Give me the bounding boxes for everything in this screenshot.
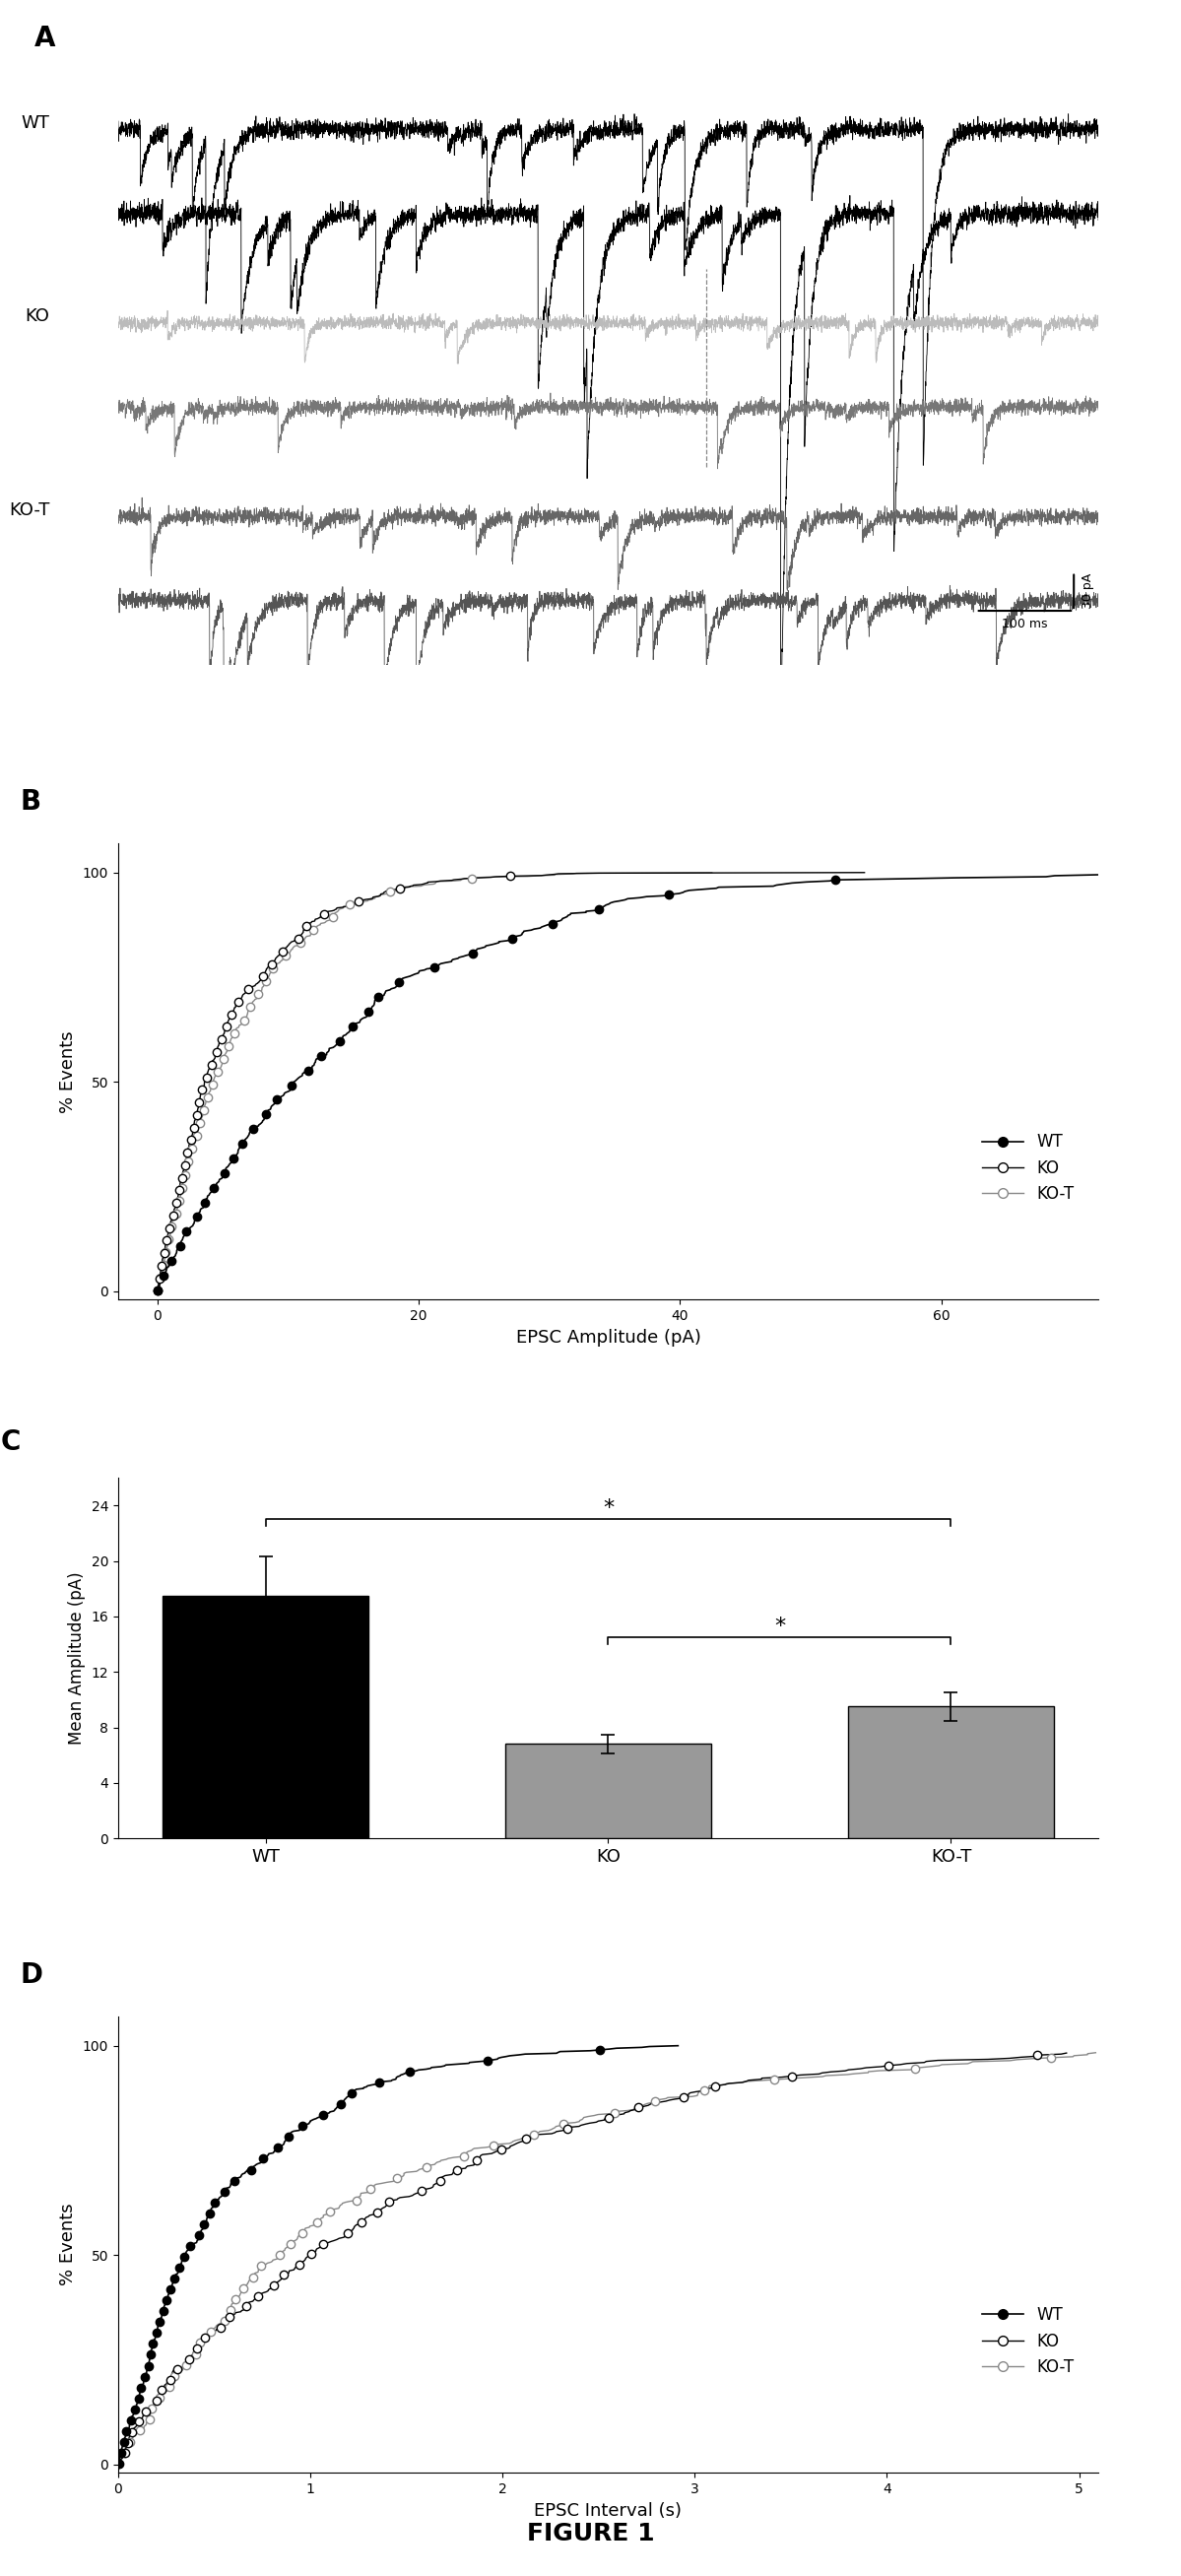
Text: *: * bbox=[774, 1615, 785, 1636]
Text: D: D bbox=[20, 1960, 43, 1989]
Legend: WT, KO, KO-T: WT, KO, KO-T bbox=[976, 2300, 1081, 2383]
Text: WT: WT bbox=[21, 113, 50, 131]
Legend: WT, KO, KO-T: WT, KO, KO-T bbox=[976, 1126, 1081, 1208]
X-axis label: EPSC Amplitude (pA): EPSC Amplitude (pA) bbox=[516, 1329, 700, 1347]
Text: B: B bbox=[20, 788, 41, 817]
Y-axis label: % Events: % Events bbox=[59, 2202, 77, 2285]
Bar bbox=[505, 1744, 711, 1839]
Text: 30 pA: 30 pA bbox=[1082, 574, 1095, 608]
Text: *: * bbox=[602, 1499, 614, 1517]
X-axis label: EPSC Interval (s): EPSC Interval (s) bbox=[534, 2501, 683, 2519]
Y-axis label: % Events: % Events bbox=[59, 1030, 77, 1113]
Bar bbox=[848, 1708, 1053, 1839]
Bar bbox=[163, 1595, 368, 1839]
Text: FIGURE 1: FIGURE 1 bbox=[527, 2522, 654, 2545]
Text: A: A bbox=[34, 26, 56, 52]
Text: KO: KO bbox=[25, 307, 50, 325]
Text: KO-T: KO-T bbox=[8, 500, 50, 518]
Text: C: C bbox=[0, 1430, 20, 1455]
Text: 100 ms: 100 ms bbox=[1001, 618, 1048, 631]
Y-axis label: Mean Amplitude (pA): Mean Amplitude (pA) bbox=[67, 1571, 85, 1744]
